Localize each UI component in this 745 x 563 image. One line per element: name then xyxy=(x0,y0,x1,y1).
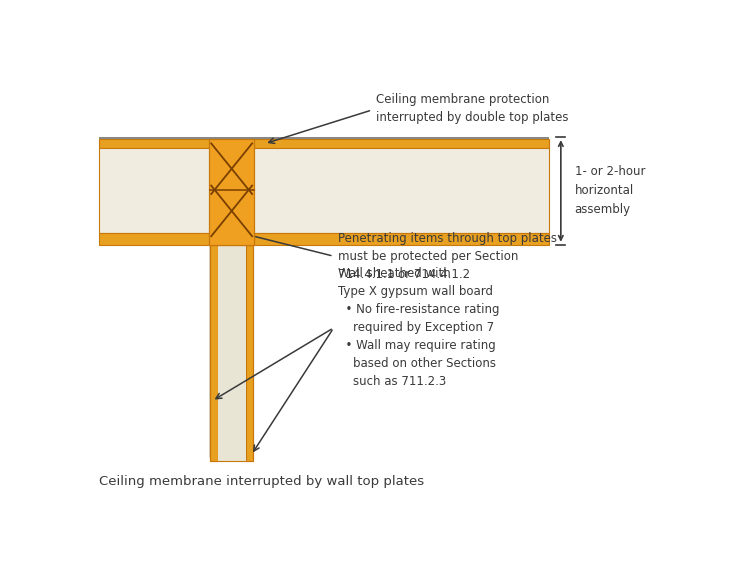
Text: Wall sheathed with
Type X gypsum wall board
  • No fire-resistance rating
    re: Wall sheathed with Type X gypsum wall bo… xyxy=(337,267,499,388)
Bar xyxy=(99,233,549,245)
Bar xyxy=(99,139,549,149)
Bar xyxy=(99,149,549,233)
Bar xyxy=(246,245,253,461)
Bar xyxy=(99,137,549,139)
Polygon shape xyxy=(209,245,229,457)
Text: Penetrating items through top plates
must be protected per Section
714.4.1.1 or : Penetrating items through top plates mus… xyxy=(337,232,557,281)
Text: Ceiling membrane interrupted by wall top plates: Ceiling membrane interrupted by wall top… xyxy=(99,475,424,488)
Bar xyxy=(211,245,253,461)
Bar xyxy=(218,245,246,461)
Text: 1- or 2-hour
horizontal
assembly: 1- or 2-hour horizontal assembly xyxy=(574,166,645,216)
Text: Ceiling membrane protection
interrupted by double top plates: Ceiling membrane protection interrupted … xyxy=(376,93,568,124)
Bar xyxy=(209,139,254,245)
Bar xyxy=(211,245,218,461)
